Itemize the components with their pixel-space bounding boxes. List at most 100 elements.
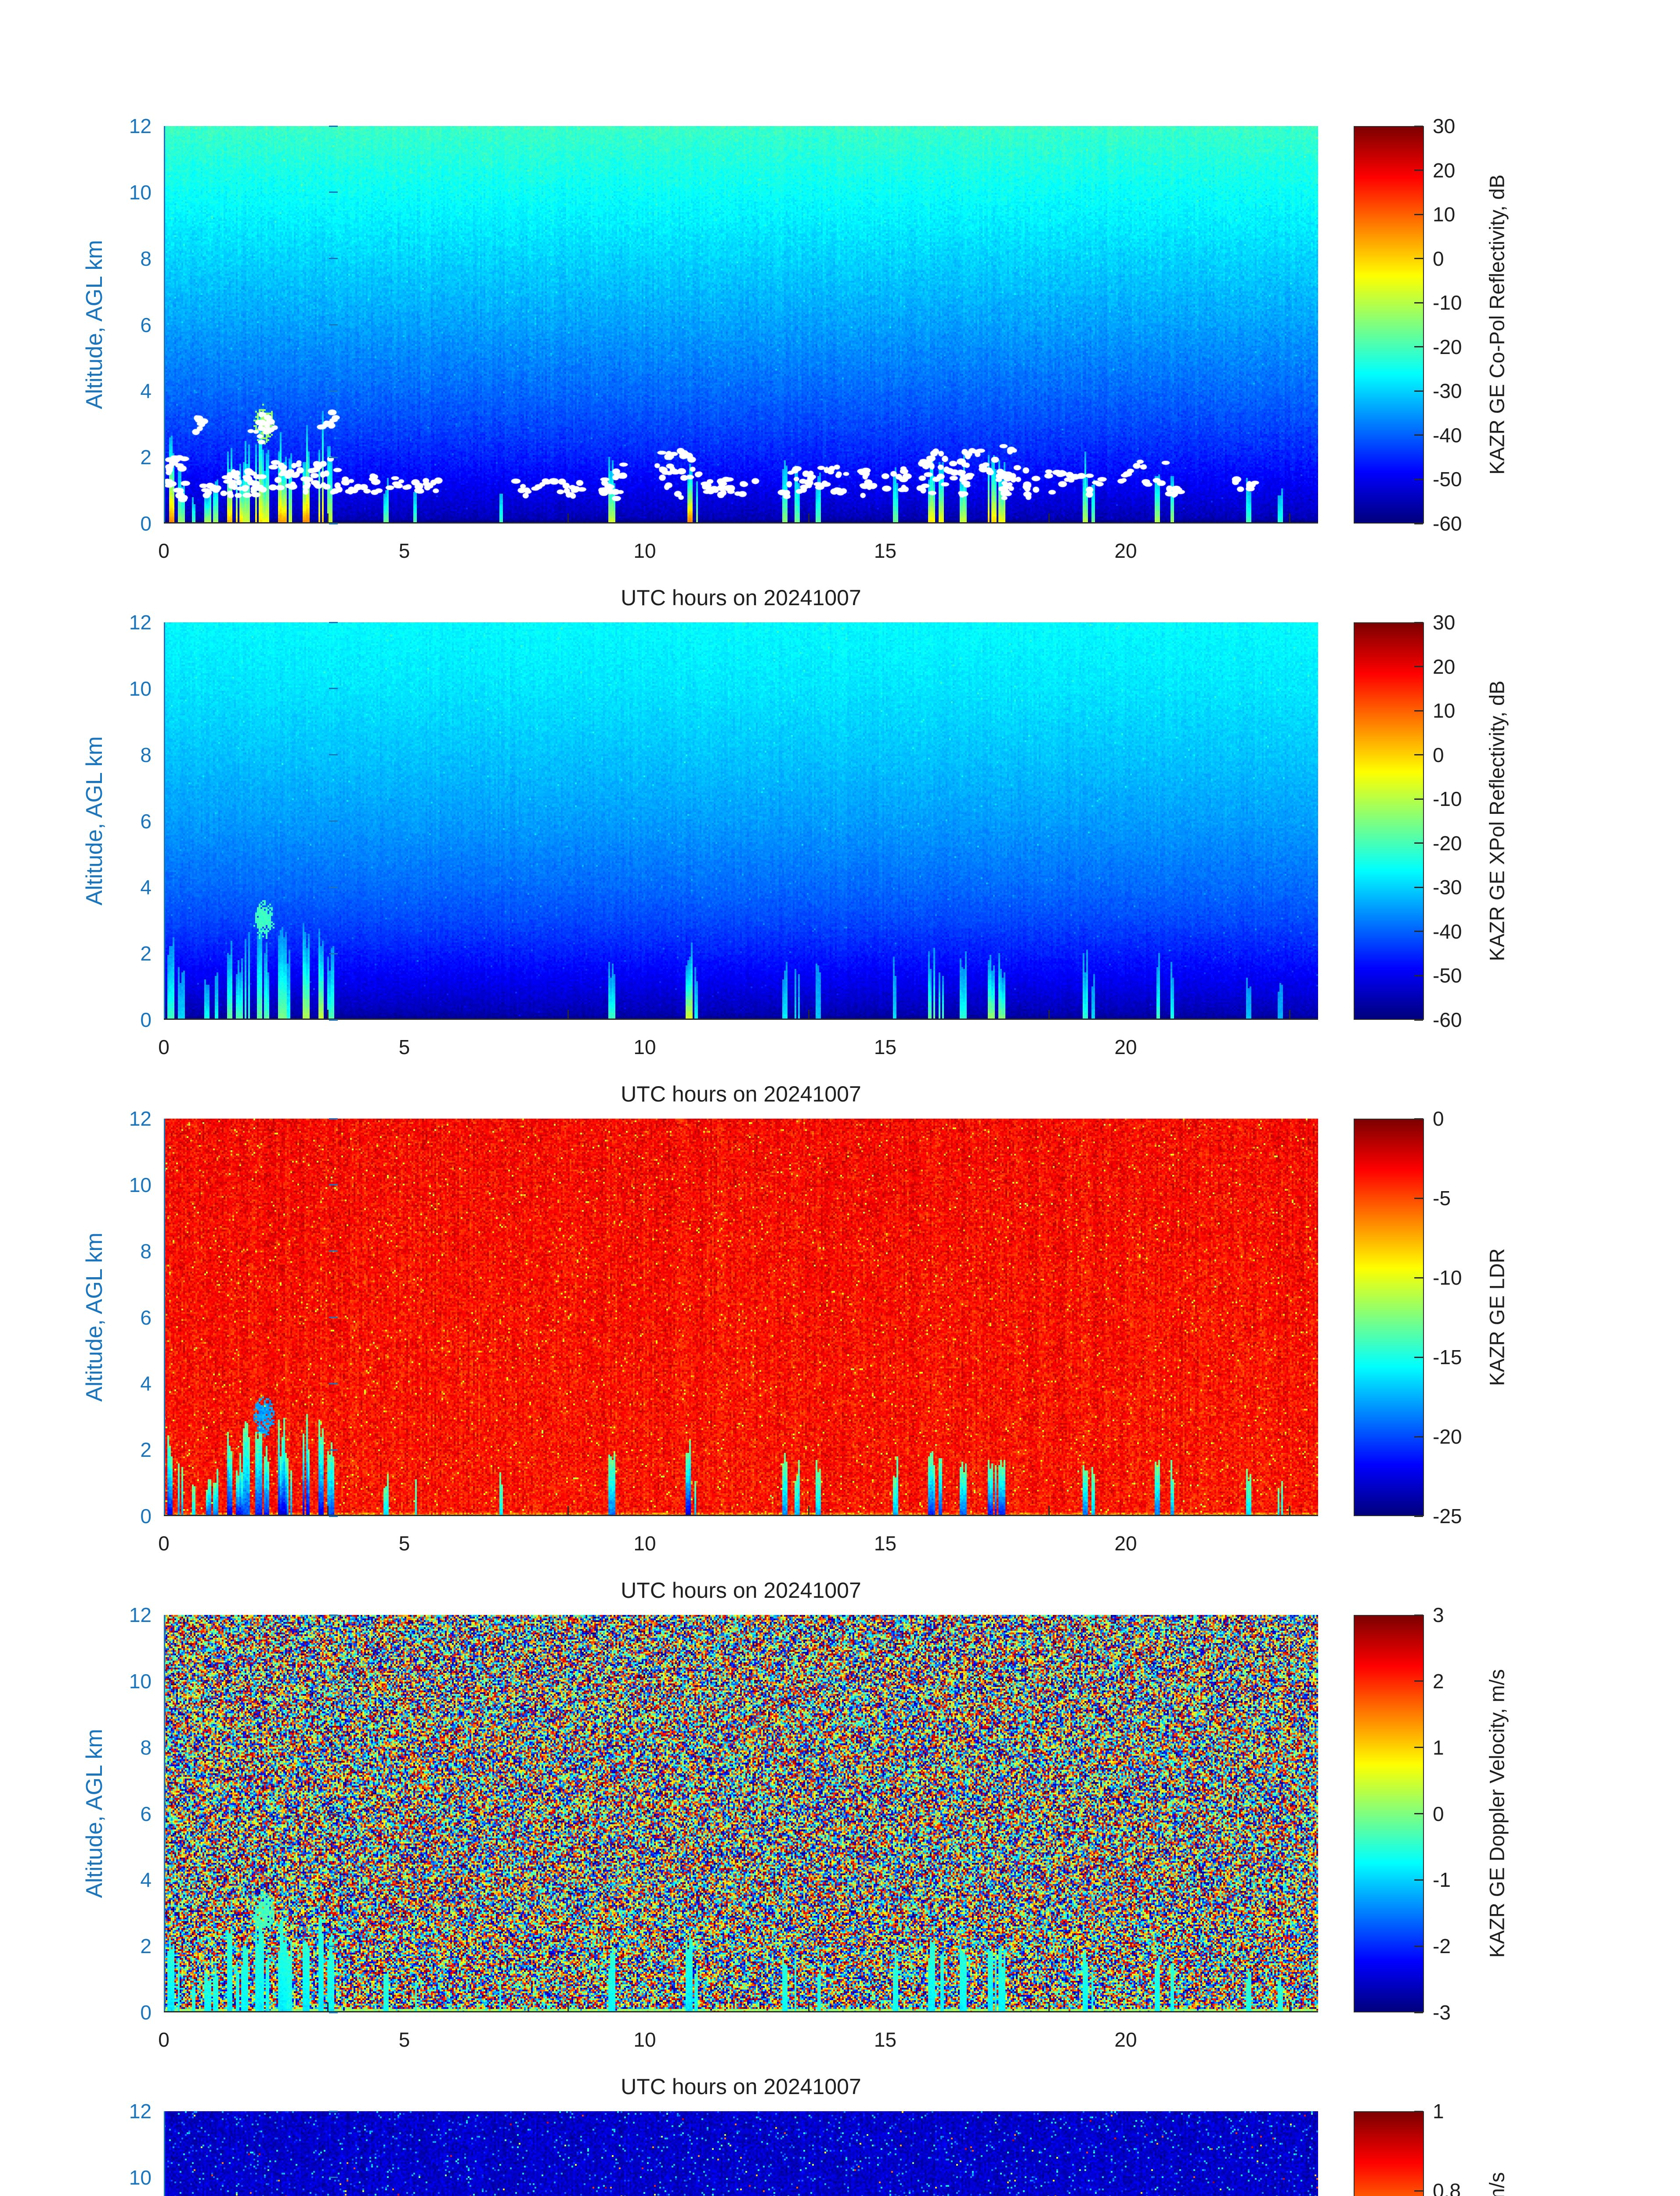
x-tick-label: 15 [874,2028,897,2051]
colorbar-tick-label: 0 [1433,247,1444,270]
colorbar-tick-label: -1 [1433,1868,1451,1892]
colorbar-title: KAZR GE Doppler Velocity, m/s [1485,1669,1509,1958]
x-tick-label: 20 [1114,1036,1137,1058]
heatmap-ldr [164,1118,1318,1517]
x-axis-title: UTC hours on 20241007 [621,1082,861,1106]
heatmap-doppler-velocity [164,1614,1318,2013]
colorbar-tick-label: -20 [1433,1425,1462,1448]
colorbar-tick-label: -40 [1433,423,1462,447]
colorbar-copol [1354,126,1424,524]
y-tick-label: 8 [140,743,152,766]
y-tick-label: 8 [140,247,152,270]
x-tick-label: 15 [874,539,897,562]
y-axis-spine [164,126,165,524]
x-axis-spine [164,522,1318,524]
colorbar-tick-label: -10 [1433,787,1462,811]
y-axis-spine [164,1119,165,1516]
colorbar-gradient [1355,623,1423,1019]
y-tick-label: 0 [140,512,152,535]
y-tick-label: 10 [129,677,152,700]
x-tick-label: 0 [158,1532,170,1555]
y-tick-label: 0 [140,1008,152,1031]
colorbar-tick-label: -3 [1433,2001,1451,2024]
colorbar-xpol [1354,622,1424,1020]
colorbar-tick-label: -20 [1433,335,1462,358]
colorbar-tick-label: 3 [1433,1604,1444,1626]
heatmap-xpol-reflectivity [164,621,1318,1021]
colorbar-tick-label: 1 [1433,1736,1444,1759]
colorbar-tick-labels: 0 -5 -10 -15 -20 -25 [1433,1107,1512,1528]
colorbar-tick-label: 10 [1433,699,1456,722]
colorbar-tick-label: 30 [1433,611,1456,634]
x-tick-label: 5 [398,2028,410,2051]
heatmap-canvas [164,2111,1318,2196]
y-tick-label: 12 [129,1604,152,1626]
y-tick-label: 12 [129,611,152,634]
x-tick-label: 20 [1114,539,1137,562]
x-tick-labels: 0 5 10 15 20 [158,1531,1318,1562]
colorbar-spectral-width [1354,2111,1424,2196]
y-axis-spine [164,622,165,1020]
x-tick-label: 5 [398,539,410,562]
y-tick-labels: 0 2 4 6 8 10 12 [0,1604,152,2024]
colorbar-tick-label: 2 [1433,1669,1444,1693]
y-tick-label: 12 [129,1107,152,1130]
y-tick-label: 8 [140,1239,152,1263]
x-tick-labels: 0 5 10 15 20 [158,1035,1318,1066]
x-axis-spine [164,2011,1318,2012]
colorbar-gradient [1355,1120,1423,1515]
panel-xpol-reflectivity: Altitude, AGL km 0 2 4 6 8 10 12 0 5 10 15 20 UTC … [0,611,1680,1119]
y-tick-label: 2 [140,942,152,965]
x-tick-label: 5 [398,1036,410,1058]
colorbar-tick-label: -25 [1433,1505,1462,1528]
panel-doppler-velocity: Altitude, AGL km 0 2 4 6 8 10 12 0 5 10 15 20 UTC … [0,1604,1680,2111]
colorbar-tick-label: -2 [1433,1935,1451,1958]
y-tick-label: 4 [140,876,152,899]
colorbar-tick-label: -15 [1433,1346,1462,1369]
y-tick-label: 6 [140,1306,152,1329]
colorbar-tick-label: -20 [1433,831,1462,855]
x-tick-label: 10 [633,1532,656,1555]
colorbar-tick-labels: 30 20 10 0 -10 -20 -30 -40 -50 -60 [1433,611,1512,1031]
x-axis-spine [164,1019,1318,1020]
y-tick-label: 2 [140,446,152,469]
colorbar-title: KAZR GE Spectral Width, m/s [1485,2172,1509,2196]
x-axis-title: UTC hours on 20241007 [621,2074,861,2099]
x-tick-label: 15 [874,1532,897,1555]
x-axis-title: UTC hours on 20241007 [621,1578,861,1603]
x-tick-label: 0 [158,2028,170,2051]
colorbar-tick-label: 0 [1433,743,1444,766]
y-tick-label: 10 [129,1669,152,1693]
y-tick-label: 4 [140,1372,152,1395]
colorbar-tick-label: -5 [1433,1187,1451,1210]
colorbar-title: KAZR GE Co-Pol Reflectivity, dB [1485,174,1509,475]
y-tick-label: 12 [129,115,152,137]
y-tick-label: 10 [129,181,152,204]
colorbar-tick-label: -60 [1433,512,1462,535]
heatmap-spectral-width [164,2110,1318,2196]
colorbar-tick-labels: 10.80.60.40.20 [1433,2100,1512,2196]
colorbar-doppler [1354,1615,1424,2012]
colorbar-gradient [1355,2112,1423,2196]
x-tick-label: 5 [398,1532,410,1555]
colorbar-gradient [1355,1616,1423,2012]
y-tick-label: 12 [129,2100,152,2123]
colorbar-tick-label: -50 [1433,468,1462,491]
colorbar-tick-label: 30 [1433,115,1456,137]
y-tick-label: 6 [140,313,152,336]
x-tick-labels: 0 5 10 15 20 [158,539,1318,570]
colorbar-tick-label: 10 [1433,203,1456,226]
y-tick-label: 0 [140,2001,152,2024]
y-tick-label: 10 [129,1173,152,1196]
heatmap-canvas [164,1119,1318,1516]
colorbar-tick-label: -50 [1433,964,1462,987]
y-tick-label: 6 [140,809,152,833]
x-tick-label: 0 [158,1036,170,1058]
x-tick-label: 0 [158,539,170,562]
colorbar-tick-labels: 30 20 10 0 -10 -20 -30 -40 -50 -60 [1433,115,1512,535]
y-tick-labels: 0 2 4 6 8 10 12 [0,115,152,535]
x-axis-title: UTC hours on 20241007 [621,585,861,610]
cloud-mask-dots [164,126,1318,524]
